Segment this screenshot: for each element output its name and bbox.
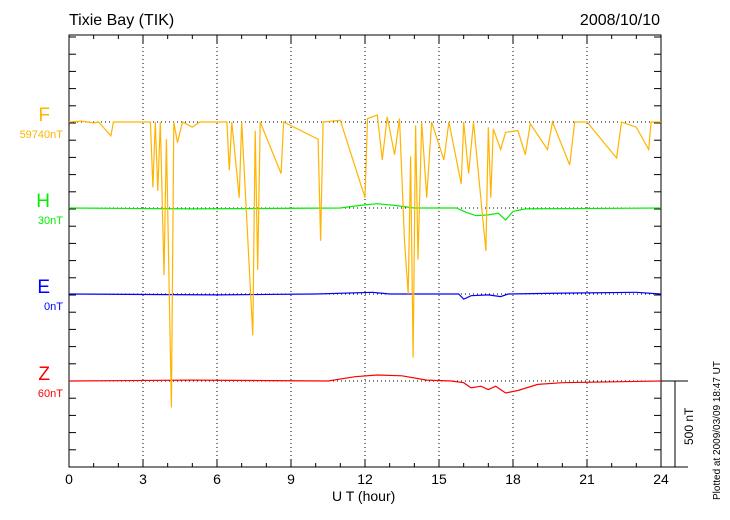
- series-line-F: [68, 114, 661, 408]
- x-tick-label: 15: [431, 471, 447, 487]
- x-tick-label: 6: [213, 471, 221, 487]
- x-axis-label-text: U T (hour): [332, 488, 396, 504]
- x-tick-label: 3: [139, 471, 147, 487]
- series-baseline-F: 59740nT: [20, 129, 64, 141]
- series-name-E: E: [37, 277, 50, 298]
- x-tick-label: 12: [357, 471, 373, 487]
- x-tick-label: 0: [65, 471, 73, 487]
- series-baseline-Z: 60nT: [38, 388, 63, 400]
- series-line-H: [68, 203, 662, 221]
- scale-bar-label: 500 nT: [682, 407, 696, 445]
- plot-frame: [68, 34, 662, 468]
- series-name-F: F: [38, 105, 50, 126]
- x-tick-label: 21: [579, 471, 595, 487]
- series-line-Z: [68, 374, 662, 394]
- x-tick-label: 18: [505, 471, 521, 487]
- x-tick-label: 24: [653, 471, 669, 487]
- x-tick-label: 9: [287, 471, 295, 487]
- series-baseline-E: 0nT: [44, 301, 63, 313]
- plotted-timestamp: Plotted at 2009/03/09 18:47 UT: [712, 361, 723, 500]
- series-baseline-H: 30nT: [38, 215, 63, 227]
- series-name-Z: Z: [38, 364, 50, 385]
- series-name-H: H: [36, 191, 50, 212]
- station-title: Tixie Bay (TIK): [69, 12, 175, 29]
- series-line-E: [68, 291, 662, 300]
- date-label: 2008/10/10: [579, 12, 660, 29]
